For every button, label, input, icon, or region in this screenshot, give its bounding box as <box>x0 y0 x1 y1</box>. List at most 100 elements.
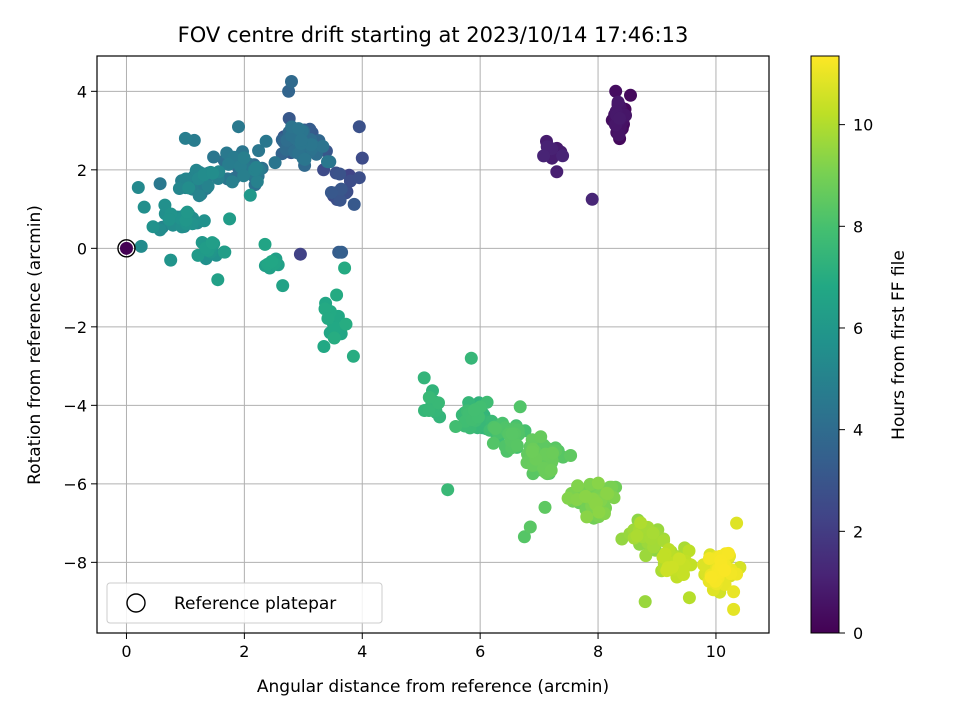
scatter-point <box>201 179 215 193</box>
scatter-point <box>223 212 237 226</box>
scatter-point <box>656 550 670 564</box>
scatter-point <box>172 182 186 195</box>
scatter-point <box>237 151 251 165</box>
scatter-point <box>259 134 273 148</box>
scatter-point <box>206 166 220 180</box>
scatter-point <box>422 404 436 417</box>
chart-title: FOV centre drift starting at 2023/10/14 … <box>178 23 689 47</box>
scatter-point <box>591 476 605 490</box>
x-tick-label: 4 <box>357 642 367 661</box>
scatter-point <box>347 197 361 211</box>
legend-entry-reference-platepar: Reference platepar <box>174 594 336 614</box>
scatter-point <box>585 192 599 206</box>
scatter-point <box>525 445 539 459</box>
scatter-point <box>730 516 744 530</box>
scatter-point <box>339 317 353 331</box>
legend-marker <box>126 593 146 613</box>
scatter-point <box>352 171 366 185</box>
scatter-point <box>513 400 527 414</box>
scatter-point <box>207 150 221 164</box>
scatter-point <box>534 430 548 444</box>
x-axis-ticks: 0 2 4 6 8 10 <box>121 633 726 661</box>
scatter-point <box>417 371 431 385</box>
y-tick-label: −8 <box>63 553 87 572</box>
scatter-point <box>153 177 167 191</box>
colorbar-label: Hours from first FF file <box>889 250 909 440</box>
scatter-point <box>545 446 559 460</box>
scatter-point <box>249 161 263 174</box>
scatter-point <box>538 500 552 514</box>
scatter-point <box>252 144 266 158</box>
scatter-point <box>178 131 192 145</box>
scatter-point <box>334 182 348 196</box>
scatter-point <box>571 479 585 493</box>
scatter-point <box>638 595 652 609</box>
scatter-point <box>523 520 537 534</box>
scatter-point <box>592 505 606 519</box>
scatter-points <box>119 75 747 616</box>
scatter-point <box>268 156 282 170</box>
scatter-point <box>197 214 211 228</box>
scatter-point <box>449 420 463 433</box>
scatter-point <box>718 563 732 577</box>
scatter-point <box>727 585 741 599</box>
scatter-point <box>192 189 206 203</box>
scatter-point <box>346 349 360 363</box>
scatter-point <box>205 236 219 250</box>
scatter-point <box>665 560 679 574</box>
scatter-point <box>510 439 524 452</box>
scatter-point <box>134 239 148 253</box>
scatter-point <box>225 175 239 189</box>
scatter-point <box>265 255 279 268</box>
scatter-point <box>258 237 272 251</box>
scatter-point <box>467 403 481 417</box>
scatter-point <box>600 486 614 500</box>
colorbar-ticks: 0 2 4 6 8 10 <box>839 116 873 643</box>
x-tick-label: 0 <box>121 642 131 661</box>
colorbar-tick-label: 8 <box>853 217 863 236</box>
scatter-point <box>316 139 330 153</box>
scatter-point <box>486 436 500 450</box>
x-tick-label: 2 <box>239 642 249 661</box>
y-tick-label: 4 <box>77 82 87 101</box>
reference-point <box>119 241 133 255</box>
scatter-point <box>639 549 653 563</box>
scatter-point <box>333 193 347 207</box>
legend-box <box>106 582 383 624</box>
scatter-point <box>564 449 578 462</box>
x-tick-label: 10 <box>706 642 726 661</box>
scatter-point <box>182 181 196 195</box>
scatter-point <box>579 489 593 503</box>
scatter-point <box>517 530 531 544</box>
scatter-point <box>146 220 160 234</box>
scatter-point <box>333 167 347 181</box>
scatter-point <box>677 568 690 581</box>
scatter-point <box>727 602 741 616</box>
scatter-point <box>276 279 290 293</box>
x-tick-label: 8 <box>593 642 603 661</box>
scatter-point <box>180 205 194 219</box>
scatter-point <box>294 133 308 147</box>
scatter-point <box>550 165 564 179</box>
plot-frame <box>96 55 770 634</box>
scatter-point <box>164 253 178 267</box>
y-axis-label: Rotation from reference (arcmin) <box>25 205 45 485</box>
scatter-point <box>580 510 594 524</box>
scatter-point <box>327 331 341 345</box>
colorbar-tick-label: 10 <box>853 116 873 135</box>
scatter-point <box>250 175 264 189</box>
y-tick-label: 0 <box>77 239 87 258</box>
scatter-point <box>489 422 502 435</box>
scatter-point <box>505 427 519 441</box>
legend: Reference platepar <box>106 582 383 624</box>
scatter-point <box>131 181 145 194</box>
scatter-point <box>237 169 251 183</box>
scatter-point <box>304 138 318 152</box>
scatter-point <box>317 340 331 353</box>
scatter-point <box>646 526 660 540</box>
scatter-point <box>464 351 478 365</box>
scatter-point <box>137 200 151 214</box>
scatter-point <box>441 483 455 497</box>
